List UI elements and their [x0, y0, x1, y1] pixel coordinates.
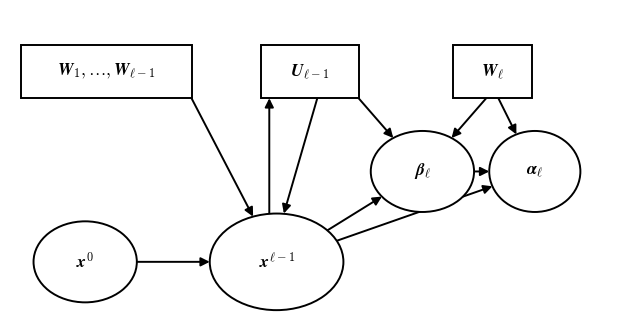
Text: $\boldsymbol{x}^{0}$: $\boldsymbol{x}^{0}$: [76, 252, 94, 272]
FancyBboxPatch shape: [262, 45, 358, 98]
Ellipse shape: [371, 131, 474, 212]
Text: $\boldsymbol{W}_{\ell}$: $\boldsymbol{W}_{\ell}$: [480, 62, 504, 81]
Ellipse shape: [489, 131, 580, 212]
FancyBboxPatch shape: [21, 45, 192, 98]
Text: $\boldsymbol{\beta}_{\ell}$: $\boldsymbol{\beta}_{\ell}$: [414, 162, 432, 182]
FancyBboxPatch shape: [453, 45, 532, 98]
Ellipse shape: [210, 214, 343, 310]
Text: $\boldsymbol{x}^{\ell-1}$: $\boldsymbol{x}^{\ell-1}$: [259, 252, 294, 272]
Text: $\boldsymbol{U}_{\ell-1}$: $\boldsymbol{U}_{\ell-1}$: [290, 62, 330, 81]
Ellipse shape: [33, 221, 137, 302]
Text: $\boldsymbol{\alpha}_{\ell}$: $\boldsymbol{\alpha}_{\ell}$: [526, 162, 544, 181]
Text: $\boldsymbol{W}_1,\ldots,\boldsymbol{W}_{\ell-1}$: $\boldsymbol{W}_1,\ldots,\boldsymbol{W}_…: [57, 62, 156, 81]
